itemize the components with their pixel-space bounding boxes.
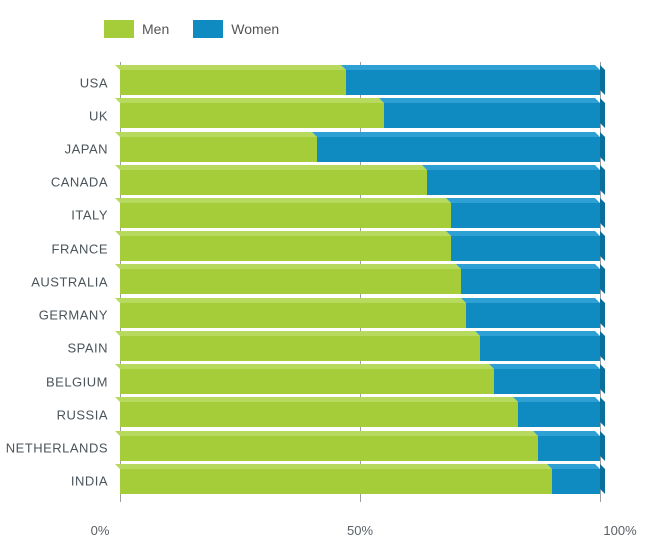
bar-segment-men [120,336,480,361]
bar-segment-men [120,236,451,261]
x-tick-label: 0% [91,523,110,538]
bar [120,70,600,95]
bar-row: JAPAN [120,137,600,162]
legend-swatch-women [193,20,223,38]
bar-cap [600,65,605,95]
bar-segment-women [384,103,600,128]
bar-segment-women [538,436,600,461]
legend-swatch-men [104,20,134,38]
bar-segment-women [480,336,600,361]
legend: Men Women [104,20,630,38]
stacked-bar-chart: Men Women USAUKJAPANCANADAITALYFRANCEAUS… [0,0,650,557]
bar-cap [600,331,605,361]
legend-label-women: Women [231,21,279,37]
bar-segment-men [120,369,494,394]
bar-cap [600,431,605,461]
bar-label: CANADA [51,175,120,190]
bar-segment-women [427,170,600,195]
bar-segment-women [552,469,600,494]
bar-segment-men [120,469,552,494]
bar-row: FRANCE [120,236,600,261]
bar [120,137,600,162]
bar-segment-women [494,369,600,394]
bar-row: CANADA [120,170,600,195]
bar [120,436,600,461]
bar-label: JAPAN [65,142,120,157]
bar-cap [600,231,605,261]
bar-row: INDIA [120,469,600,494]
legend-item-women: Women [193,20,279,38]
bar-cap [600,364,605,394]
bar-cap [600,132,605,162]
bar-segment-men [120,402,518,427]
bar-cap [600,464,605,494]
bar [120,103,600,128]
bar-label: USA [80,75,120,90]
bar-segment-women [466,303,600,328]
bar-label: AUSTRALIA [31,274,120,289]
bar [120,236,600,261]
bar-segment-women [461,269,600,294]
bar-segment-men [120,203,451,228]
bar [120,336,600,361]
bar-row: BELGIUM [120,369,600,394]
x-tick-label: 100% [603,523,636,538]
bar-label: RUSSIA [57,407,120,422]
bar [120,469,600,494]
bar-row: GERMANY [120,303,600,328]
bar-segment-men [120,103,384,128]
bar-segment-men [120,436,538,461]
bar-label: INDIA [71,474,120,489]
bar [120,369,600,394]
bar [120,203,600,228]
bar-segment-men [120,70,346,95]
bar-cap [600,98,605,128]
x-axis: 0%50%100% [100,523,620,543]
bar-segment-women [518,402,600,427]
bar-label: SPAIN [67,341,120,356]
bar-segment-men [120,137,317,162]
bar-row: RUSSIA [120,402,600,427]
bar-label: BELGIUM [46,374,120,389]
bar-row: USA [120,70,600,95]
bar-cap [600,298,605,328]
bar [120,170,600,195]
bar-row: UK [120,103,600,128]
plot-area: USA UK JAPAN CANADA ITALY FRANCE AUSTRALIA GERM… [120,62,600,502]
bar-segment-women [451,203,600,228]
bar-cap [600,397,605,427]
bar [120,402,600,427]
bar-row: NETHERLANDS [120,436,600,461]
bar-segment-men [120,269,461,294]
bar-segment-women [317,137,600,162]
bar-cap [600,198,605,228]
legend-label-men: Men [142,21,169,37]
bar-segment-women [451,236,600,261]
bar-row: ITALY [120,203,600,228]
bar-segment-men [120,170,427,195]
bar-cap [600,165,605,195]
bars-container: USA UK JAPAN CANADA ITALY FRANCE AUSTRALIA GERM… [120,62,600,502]
bar-label: NETHERLANDS [6,441,120,456]
bar [120,269,600,294]
bar-label: ITALY [71,208,120,223]
bar-label: FRANCE [52,241,120,256]
bar-segment-men [120,303,466,328]
bar-cap [600,264,605,294]
x-tick-label: 50% [347,523,373,538]
bar-row: AUSTRALIA [120,269,600,294]
bar-label: GERMANY [39,308,120,323]
bar-row: SPAIN [120,336,600,361]
bar [120,303,600,328]
legend-item-men: Men [104,20,169,38]
bar-label: UK [89,108,120,123]
bar-segment-women [346,70,600,95]
